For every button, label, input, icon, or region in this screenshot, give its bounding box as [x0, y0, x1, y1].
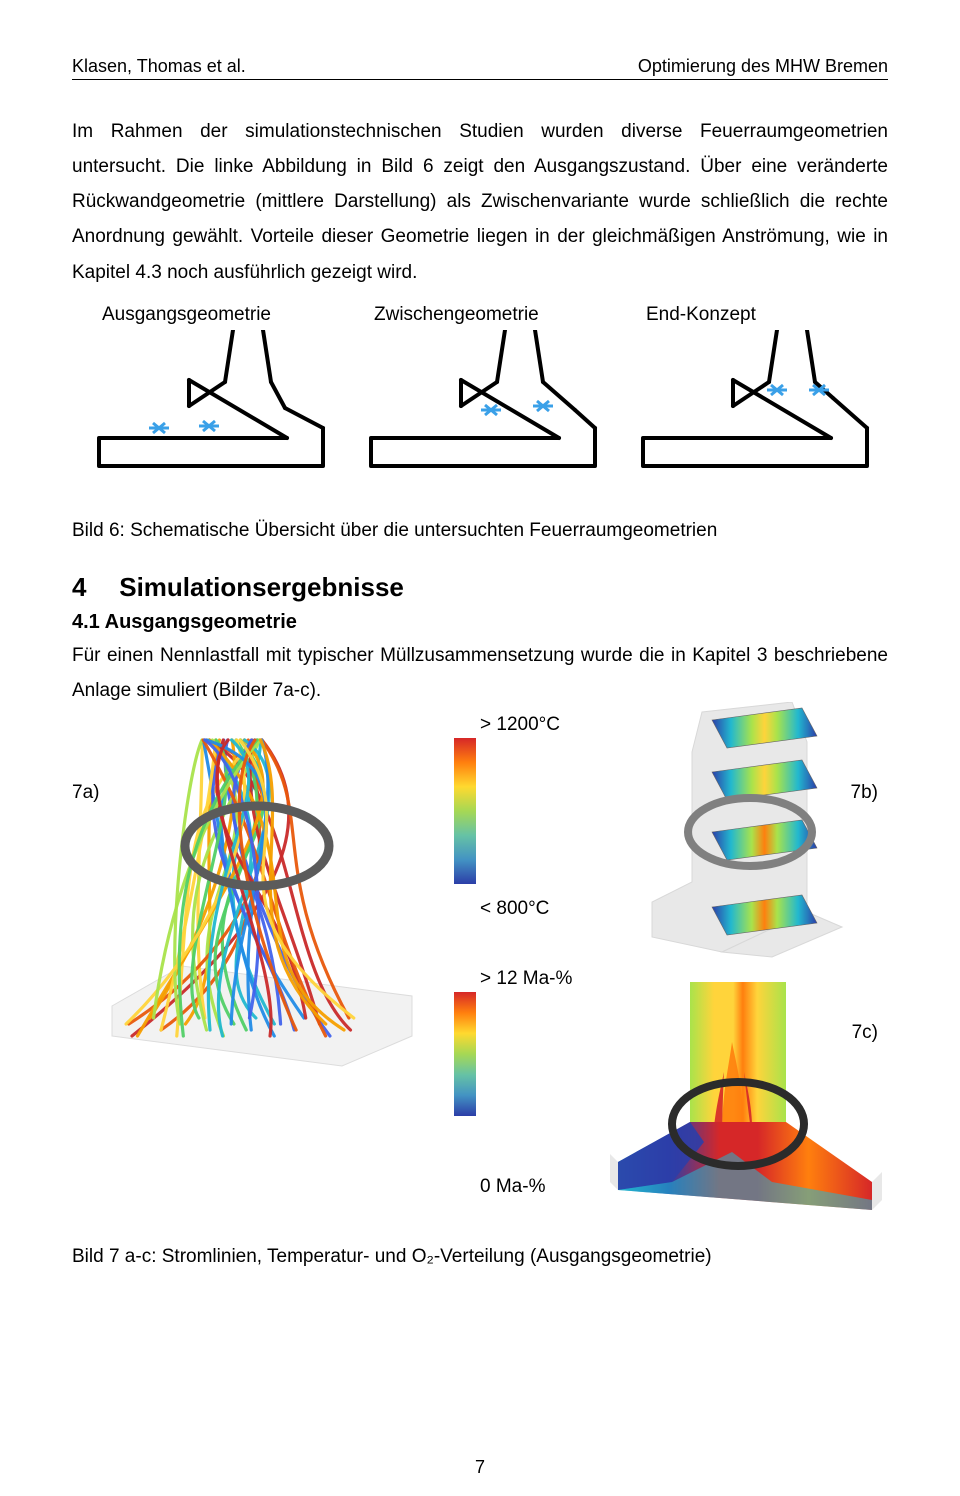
- temp-colorbar-bottom-label: < 800°C: [480, 898, 549, 920]
- schematic-zwischen: [355, 330, 605, 490]
- figure-7b-tempslices: [632, 702, 862, 962]
- schematic-label-0: Ausgangsgeometrie: [72, 304, 344, 326]
- mass-colorbar: [454, 992, 476, 1116]
- header-right: Optimierung des MHW Bremen: [638, 56, 888, 77]
- section-heading: 4 Simulationsergebnisse: [72, 572, 888, 603]
- body-paragraph-1: Im Rahmen der simulationstechnischen Stu…: [72, 114, 888, 290]
- schematic-label-2: End-Konzept: [616, 304, 888, 326]
- temp-colorbar: [454, 738, 476, 884]
- schematic-label-1: Zwischengeometrie: [344, 304, 616, 326]
- schematic-end: [627, 330, 877, 490]
- header-left: Klasen, Thomas et al.: [72, 56, 246, 77]
- figure-7c-o2field: [572, 982, 882, 1232]
- schematic-labels-row: Ausgangsgeometrie Zwischengeometrie End-…: [72, 304, 888, 326]
- section-number: 4: [72, 572, 112, 603]
- body-paragraph-2: Für einen Nennlastfall mit typischer Mül…: [72, 638, 888, 708]
- schematic-row: [72, 330, 888, 490]
- temp-colorbar-top-label: > 1200°C: [480, 714, 560, 736]
- section-title: Simulationsergebnisse: [119, 572, 404, 602]
- simulation-figure-area: 7a) 7b) 7c) > 1200°C < 800°C > 12 Ma-% 0…: [72, 712, 888, 1252]
- subsection-title: Ausgangsgeometrie: [105, 611, 297, 633]
- caption-bild6: Bild 6: Schematische Übersicht über die …: [72, 520, 888, 542]
- page-number: 7: [0, 1457, 960, 1478]
- running-header: Klasen, Thomas et al. Optimierung des MH…: [72, 56, 888, 80]
- figure-7a-streamlines: [102, 736, 432, 1086]
- subsection-heading: 4.1 Ausgangsgeometrie: [72, 611, 888, 634]
- mass-colorbar-bottom-label: 0 Ma-%: [480, 1176, 545, 1198]
- figure-label-7a: 7a): [72, 782, 99, 804]
- schematic-ausgang: [83, 330, 333, 490]
- subsection-number: 4.1: [72, 611, 100, 633]
- mass-colorbar-top-label: > 12 Ma-%: [480, 968, 572, 990]
